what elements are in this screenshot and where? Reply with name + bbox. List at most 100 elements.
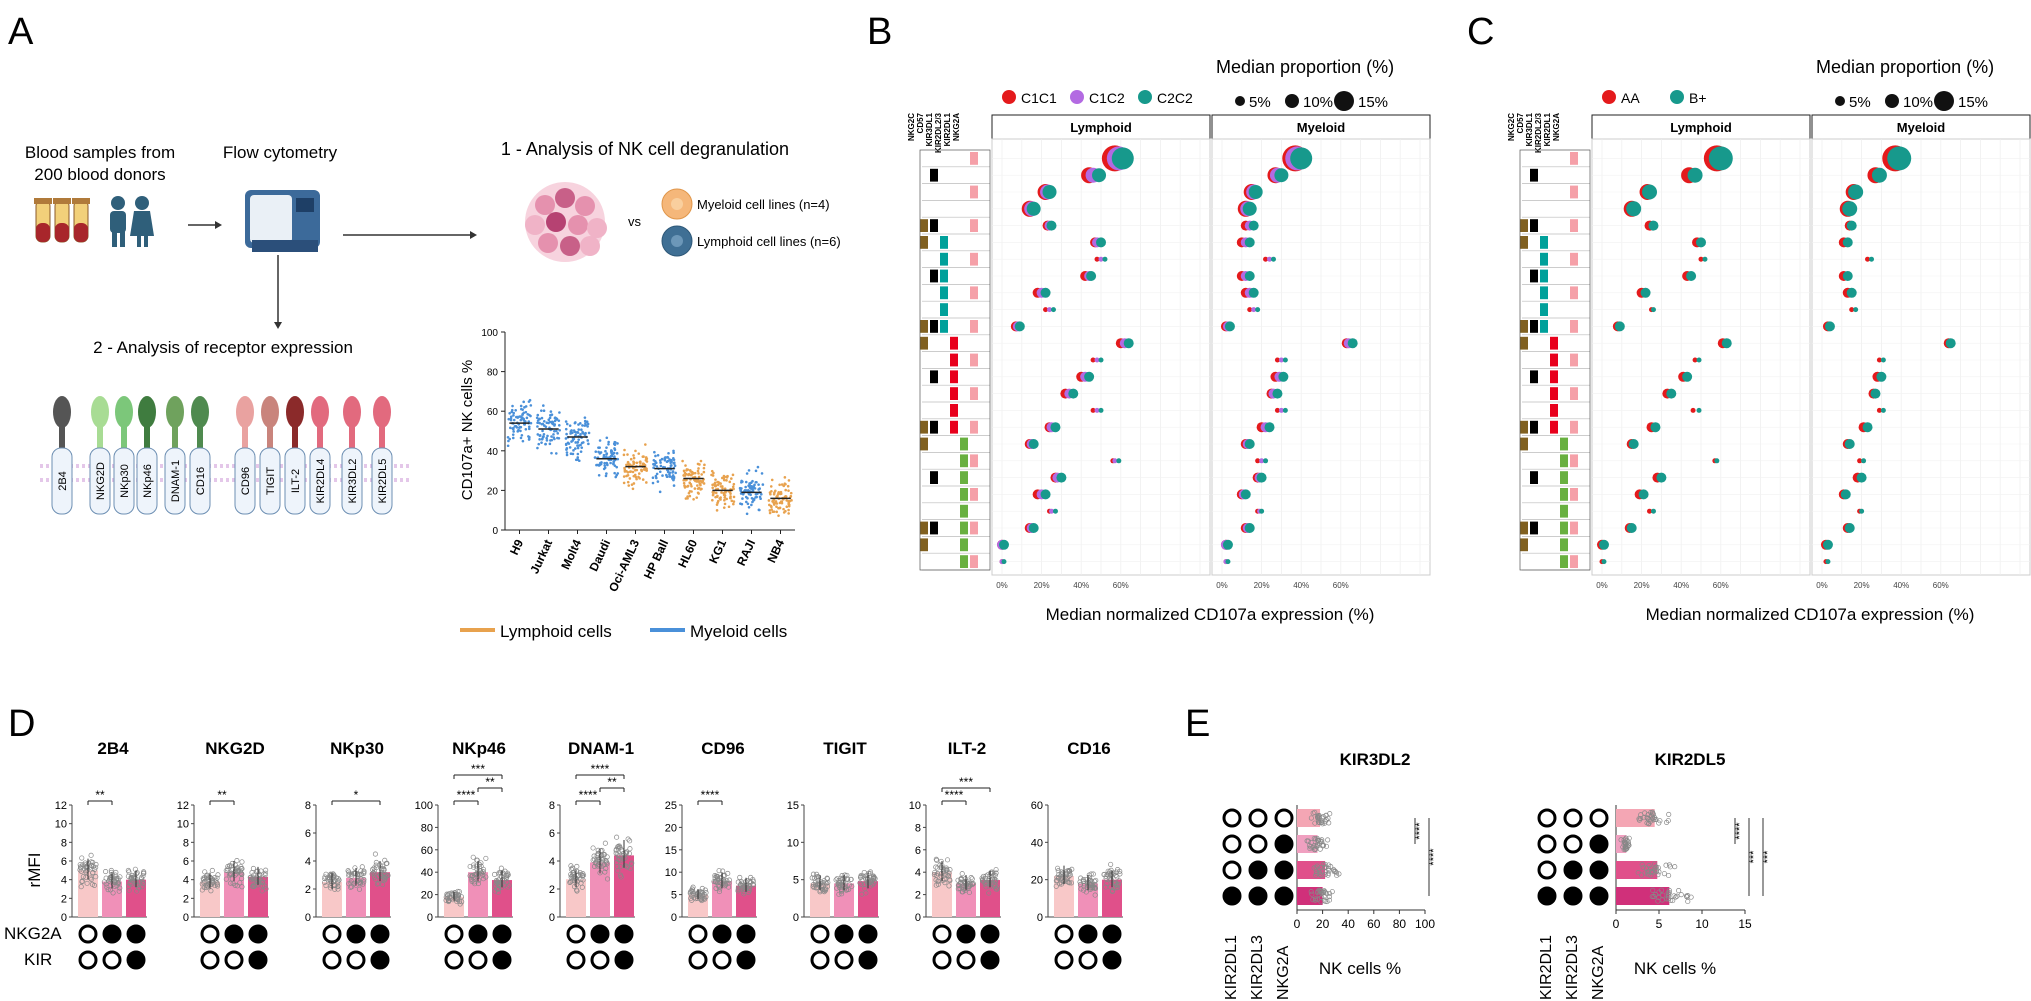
kir-indicator bbox=[468, 950, 488, 970]
x-tick-label: 40% bbox=[1073, 581, 1089, 590]
scatter-points bbox=[506, 398, 533, 448]
scatter-point bbox=[666, 475, 669, 479]
matrix-cell bbox=[1520, 437, 1528, 451]
data-point bbox=[104, 884, 110, 890]
scatter-point bbox=[700, 481, 704, 484]
bubble bbox=[1094, 407, 1100, 413]
data-point bbox=[845, 876, 851, 882]
kir-indicator bbox=[932, 950, 952, 970]
scatter-point bbox=[544, 442, 547, 446]
kir-indicator bbox=[322, 950, 342, 970]
scatter-point bbox=[548, 442, 552, 446]
data-point bbox=[691, 895, 697, 901]
bubble bbox=[1278, 407, 1284, 413]
scatter-point bbox=[723, 498, 726, 502]
receptor-stalk bbox=[267, 418, 273, 448]
receptor-stalk bbox=[292, 418, 298, 448]
significance-label: **** bbox=[457, 788, 476, 802]
data-point bbox=[476, 861, 482, 867]
nkg2a-indicator bbox=[956, 924, 976, 944]
data-point bbox=[117, 874, 123, 880]
subplot-title: DNAM-1 bbox=[568, 739, 634, 758]
bar-points bbox=[1635, 861, 1678, 879]
scatter-point bbox=[637, 472, 641, 475]
scatter-point bbox=[506, 435, 510, 439]
data-point bbox=[955, 877, 961, 883]
bubble bbox=[1849, 307, 1855, 313]
category-label: HL60 bbox=[675, 537, 700, 570]
data-point bbox=[82, 860, 88, 866]
scatter-point bbox=[656, 453, 660, 457]
scatter-point bbox=[524, 427, 528, 431]
data-point bbox=[1652, 867, 1658, 873]
data-point bbox=[604, 861, 610, 867]
facet-title: Lymphoid bbox=[1070, 120, 1132, 135]
matrix-cell bbox=[1530, 370, 1538, 384]
scatter-point bbox=[569, 432, 572, 435]
scatter-point bbox=[593, 456, 597, 459]
data-point bbox=[614, 852, 621, 858]
scatter-point bbox=[692, 497, 695, 501]
y-tick-label: 8 bbox=[61, 837, 67, 849]
scatter-point bbox=[536, 419, 540, 422]
data-point bbox=[596, 859, 602, 865]
data-point bbox=[720, 877, 726, 883]
data-point bbox=[356, 886, 363, 892]
bubble bbox=[1876, 407, 1882, 413]
data-point bbox=[139, 884, 145, 890]
receptor-body bbox=[371, 447, 393, 515]
scatter-point bbox=[529, 421, 533, 425]
bubble bbox=[1098, 407, 1104, 413]
y-tick-label: 25 bbox=[665, 800, 677, 812]
data-point bbox=[810, 881, 817, 888]
data-point bbox=[455, 888, 461, 894]
bar-points bbox=[931, 856, 953, 889]
data-point bbox=[332, 886, 338, 892]
scatter-point bbox=[511, 433, 515, 436]
data-point bbox=[1317, 888, 1323, 894]
data-point bbox=[1326, 897, 1333, 903]
matrix-cell bbox=[930, 420, 938, 434]
scatter-point bbox=[685, 468, 689, 471]
matrix-cell bbox=[960, 504, 968, 518]
receptor-stalk bbox=[144, 418, 150, 448]
data-point bbox=[232, 872, 238, 878]
scatter-point bbox=[777, 514, 780, 517]
data-point bbox=[602, 869, 608, 875]
scatter-point bbox=[773, 491, 776, 494]
data-point bbox=[1666, 811, 1672, 817]
data-point bbox=[979, 875, 985, 881]
scatter-point bbox=[577, 428, 580, 431]
data-point bbox=[1055, 865, 1061, 871]
data-point bbox=[579, 884, 585, 890]
scatter-point bbox=[542, 419, 546, 423]
bubble bbox=[1278, 357, 1284, 363]
data-point bbox=[251, 883, 257, 889]
data-point bbox=[744, 878, 750, 884]
bar bbox=[614, 855, 634, 917]
data-point bbox=[506, 883, 512, 889]
data-point bbox=[839, 887, 845, 893]
data-point bbox=[1066, 873, 1072, 879]
group-indicator bbox=[1537, 808, 1557, 828]
data-point bbox=[1665, 893, 1671, 899]
scatter-point bbox=[603, 464, 606, 467]
bar bbox=[956, 883, 976, 917]
bubble bbox=[1050, 422, 1061, 433]
scatter-point bbox=[538, 434, 542, 437]
scatter-point bbox=[529, 404, 533, 407]
matrix-cell bbox=[950, 387, 958, 400]
matrix-cell bbox=[930, 471, 938, 484]
receptor-head-icon bbox=[138, 396, 156, 428]
scatter-point bbox=[702, 470, 706, 474]
scatter-point bbox=[576, 452, 580, 456]
bubble bbox=[1666, 388, 1677, 399]
y-axis-title: CD107a+ NK cells % bbox=[459, 360, 476, 500]
data-point bbox=[581, 872, 587, 878]
matrix-cell bbox=[1540, 286, 1548, 300]
category-label: Molt4 bbox=[558, 537, 584, 572]
data-point bbox=[725, 870, 731, 877]
scatter-point bbox=[718, 497, 722, 500]
data-point bbox=[1090, 884, 1096, 890]
